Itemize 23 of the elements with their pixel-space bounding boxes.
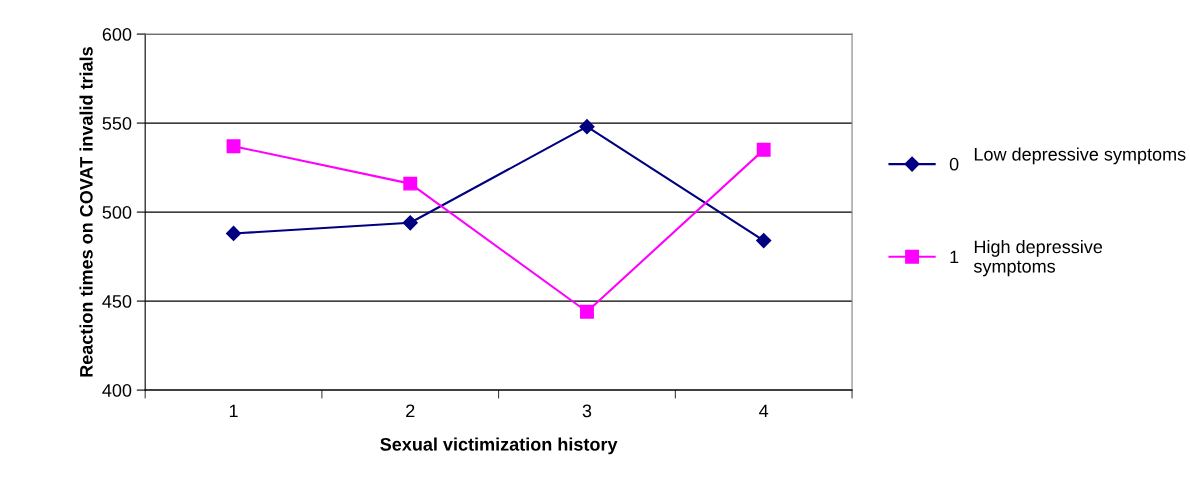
legend-label: 0 [949,157,959,171]
x-axis-title: Sexual victimization history [380,437,618,455]
point [756,232,772,249]
y-tick-label: 600 [102,28,132,41]
point [580,304,594,319]
point [756,142,771,157]
point [403,176,418,191]
text: Low depressive symptoms [974,147,1186,165]
y-tick-label: 550 [102,117,132,130]
x-tick-label: 1 [229,404,238,418]
text: High depressive symptoms [973,239,1103,277]
y-tick-label: 400 [102,384,132,397]
point [579,119,595,135]
point [226,139,241,154]
point [402,215,418,231]
y-tick-label: 450 [102,295,132,308]
y-tick-label: 500 [102,206,132,219]
y-axis-title: Reaction times on COVAT invalid trials [79,47,93,377]
point [225,225,242,242]
x-tick-label: 4 [759,404,769,418]
x-tick-label: 2 [406,404,415,418]
legend-label: 1 [950,250,959,264]
x-tick-label: 3 [582,404,592,418]
